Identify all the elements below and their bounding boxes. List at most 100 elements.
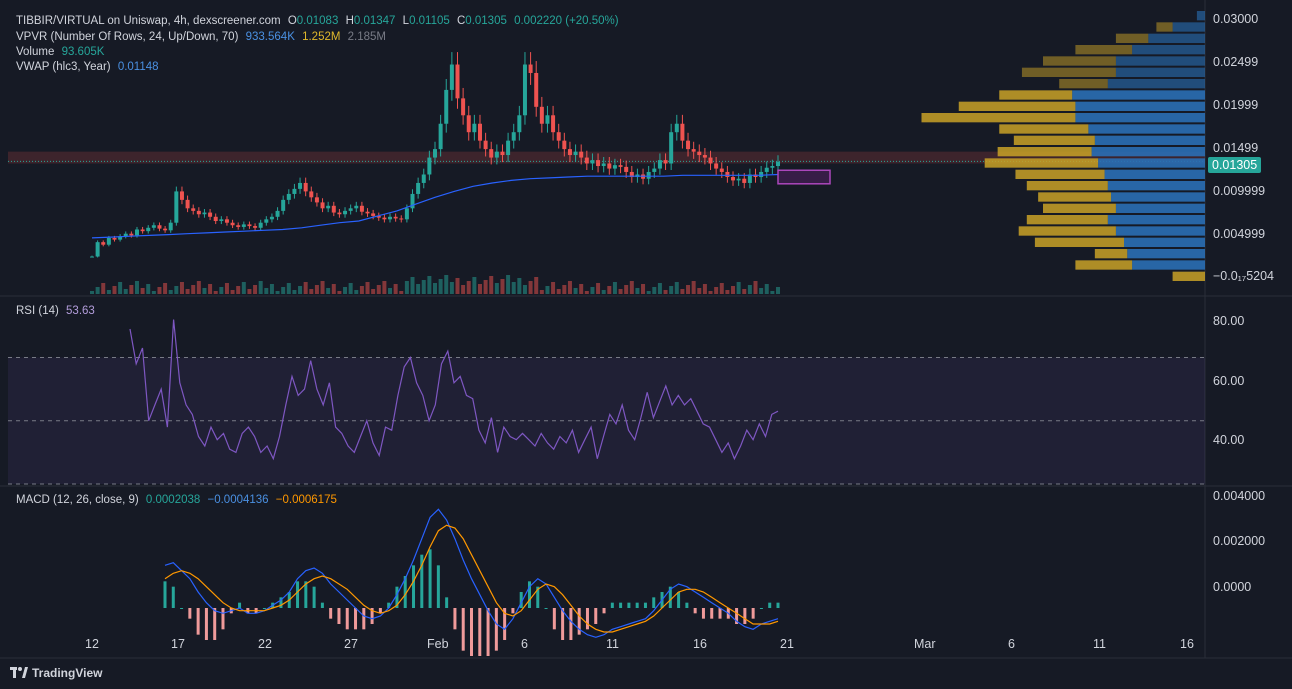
- tradingview-logo[interactable]: TradingView: [10, 666, 102, 680]
- candle: [590, 160, 595, 164]
- volume-bar: [230, 290, 235, 294]
- candle: [545, 115, 550, 124]
- macd-line-value: −0.0004136: [207, 494, 269, 506]
- macd-histogram-bar: [221, 608, 225, 630]
- tradingview-icon: [10, 667, 28, 678]
- candle: [314, 197, 319, 203]
- volume-bar: [427, 276, 432, 294]
- candle: [539, 106, 544, 124]
- candle: [556, 132, 561, 141]
- vpvr-legend[interactable]: VPVR (Number Of Rows, 24, Up/Down, 70) 9…: [16, 30, 390, 45]
- macd-line: [164, 508, 779, 638]
- macd-legend[interactable]: MACD (12, 26, close, 9) 0.0002038 −0.000…: [16, 493, 341, 508]
- volume-bar: [607, 286, 612, 294]
- volume-bar: [731, 286, 736, 294]
- vwap-value: 0.01148: [117, 61, 159, 73]
- candle: [286, 193, 291, 200]
- macd-histogram-bar: [163, 581, 167, 608]
- volume-bar: [652, 287, 657, 294]
- volume-bar: [421, 280, 426, 294]
- volume-bar: [286, 283, 291, 294]
- macd-histogram-bar: [395, 586, 399, 608]
- volume-bar: [534, 277, 539, 294]
- volume-bar: [551, 282, 556, 294]
- symbol-label[interactable]: TIBBIR/VIRTUAL on Uniswap, 4h, dexscreen…: [16, 15, 281, 27]
- candle: [657, 160, 662, 169]
- volume-bar: [635, 288, 640, 294]
- candle: [326, 205, 331, 209]
- volume-bar: [281, 287, 286, 294]
- candle: [736, 178, 741, 181]
- candle: [612, 165, 617, 169]
- candle: [455, 64, 460, 99]
- volume-legend[interactable]: Volume 93.605K: [16, 45, 108, 60]
- volume-bar: [354, 290, 359, 294]
- macd-histogram-bar: [412, 565, 416, 608]
- vwap-legend[interactable]: VWAP (hlc3, Year) 0.01148: [16, 60, 163, 75]
- volume-bar: [326, 288, 331, 294]
- candle: [629, 171, 634, 178]
- volume-bar: [309, 289, 314, 294]
- volume-bar: [219, 287, 224, 294]
- volume-bar: [657, 283, 662, 294]
- candle: [208, 212, 213, 217]
- volume-bar: [134, 281, 139, 294]
- time-tick: 16: [1180, 637, 1194, 651]
- vpvr-up-bar: [1115, 56, 1205, 66]
- macd-histogram-bar: [196, 608, 200, 635]
- vpvr-down-bar: [1059, 79, 1108, 89]
- candle: [134, 229, 139, 236]
- volume-bar: [399, 291, 404, 294]
- time-tick: Feb: [427, 637, 449, 651]
- vpvr-up-bar: [1075, 101, 1205, 111]
- vpvr-label: VPVR (Number Of Rows, 24, Up/Down, 70): [16, 31, 239, 43]
- high-label: H: [345, 15, 354, 27]
- volume-bar: [770, 291, 775, 294]
- macd-histogram-bar: [296, 581, 300, 608]
- macd-histogram-bar: [768, 602, 772, 608]
- candle: [461, 98, 466, 116]
- candle: [303, 182, 308, 192]
- candle: [596, 160, 601, 167]
- candle: [393, 216, 398, 219]
- rsi-value: 53.63: [66, 305, 95, 317]
- macd-histogram-bar: [735, 608, 739, 624]
- vpvr-down-bar: [1021, 67, 1116, 77]
- rsi-tick: 60.00: [1213, 374, 1245, 388]
- macd-histogram-bar: [718, 608, 722, 619]
- price-tick: 0.009999: [1213, 184, 1266, 198]
- candle: [247, 224, 252, 227]
- candle: [607, 163, 612, 169]
- rsi-legend[interactable]: RSI (14) 53.63: [16, 304, 99, 319]
- macd-histogram-bar: [329, 608, 333, 619]
- resistance-band: [8, 151, 1205, 164]
- volume-bar: [719, 283, 724, 294]
- volume-bar: [477, 284, 482, 294]
- macd-tick: 0.0000: [1213, 580, 1252, 594]
- candle: [449, 64, 454, 90]
- vpvr-up-bar: [1115, 67, 1205, 77]
- macd-histogram-bar: [751, 608, 755, 619]
- candle: [106, 237, 111, 245]
- candle: [731, 177, 736, 181]
- macd-histogram-bar: [180, 608, 184, 609]
- candle: [236, 225, 241, 227]
- candle: [163, 228, 168, 231]
- volume-bar: [438, 279, 443, 294]
- vpvr-up-bar: [1115, 226, 1205, 236]
- candle: [500, 151, 505, 156]
- candle: [770, 166, 775, 168]
- macd-histogram-bar: [453, 608, 457, 630]
- candle: [511, 132, 516, 141]
- volume-bar: [545, 286, 550, 294]
- candle: [399, 218, 404, 220]
- vpvr-down-bar: [1026, 181, 1108, 191]
- vpvr-up-value: 933.564K: [245, 31, 295, 43]
- volume-bar: [365, 282, 370, 294]
- rsi-tick: 40.00: [1213, 433, 1245, 447]
- volume-bar: [410, 277, 415, 294]
- volume-bar: [764, 284, 769, 294]
- vpvr-up-bar: [1107, 79, 1205, 89]
